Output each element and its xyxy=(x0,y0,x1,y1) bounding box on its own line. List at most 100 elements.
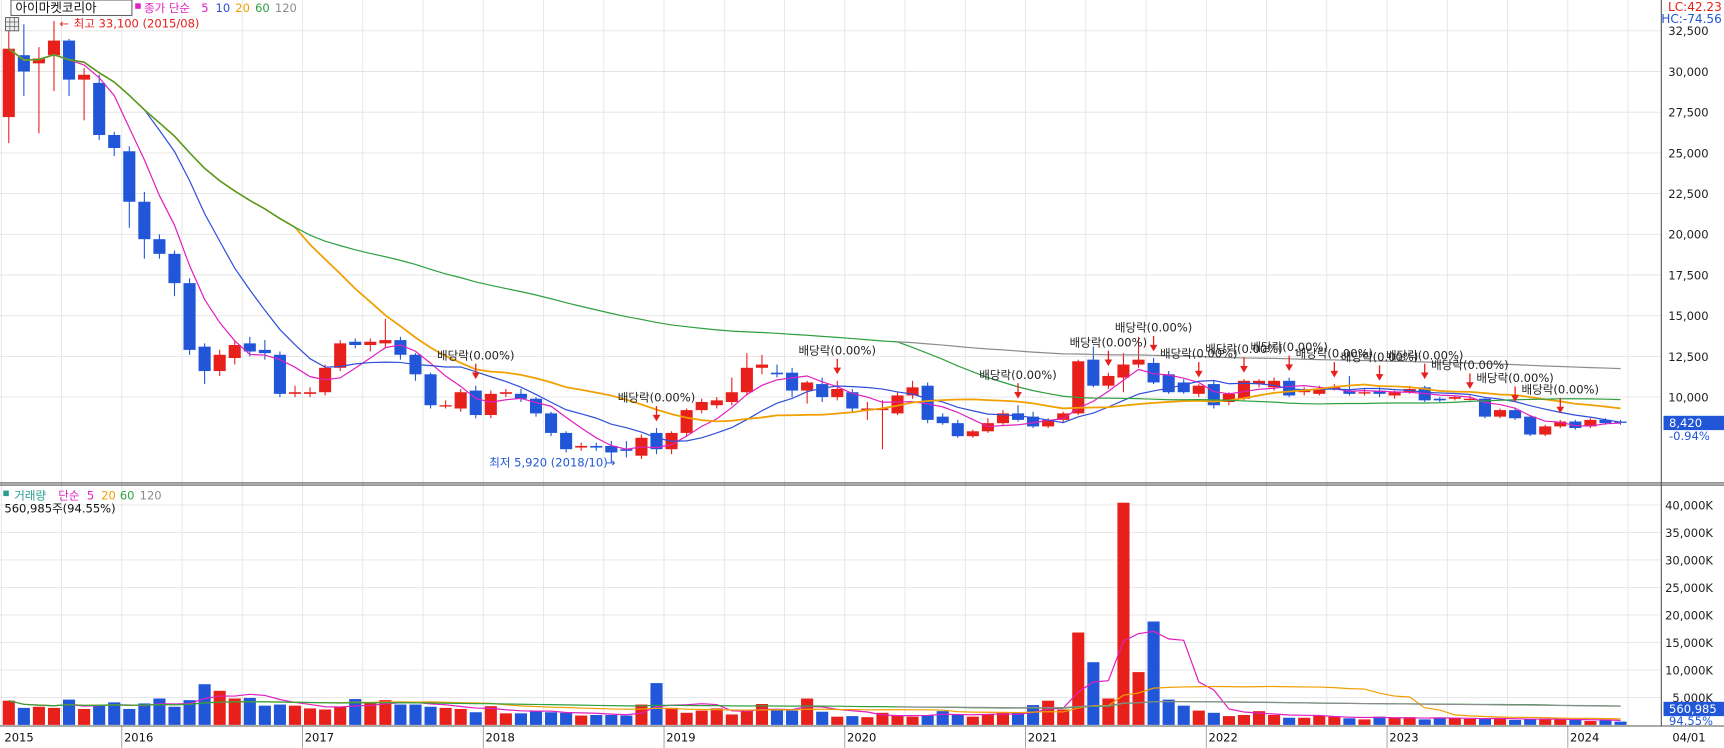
volume-bar xyxy=(1162,699,1175,725)
year-label: 2015 xyxy=(4,730,33,744)
candle-body xyxy=(1509,410,1522,419)
candle-body xyxy=(153,239,166,254)
volume-legend-ma120[interactable]: 120 xyxy=(140,488,162,502)
legend-ma20[interactable]: 20 xyxy=(235,1,250,15)
price-tick-label: 10,000 xyxy=(1668,390,1708,404)
candle-body xyxy=(1237,380,1251,399)
legend-ma60[interactable]: 60 xyxy=(255,1,270,15)
volume-bar xyxy=(560,712,573,725)
hc-value: HC:-74.56 xyxy=(1661,12,1722,26)
volume-bar xyxy=(1011,712,1025,725)
ex-dividend-arrowhead xyxy=(833,367,842,375)
ma10-line xyxy=(8,48,1621,442)
ex-dividend-annotations: 배당락(0.00%)배당락(0.00%)배당락(0.00%)배당락(0.00%)… xyxy=(437,321,1599,422)
ex-dividend-arrowhead xyxy=(652,414,661,422)
price-tick-label: 12,500 xyxy=(1668,350,1708,364)
price-tick-label: 32,500 xyxy=(1668,24,1708,38)
volume-legend-simple[interactable]: 단순 xyxy=(58,488,80,502)
volume-bar xyxy=(1117,502,1130,725)
volume-bar xyxy=(665,707,678,725)
volume-bar xyxy=(469,712,482,725)
volume-tick-label: 30,000K xyxy=(1665,553,1713,567)
candle-body xyxy=(1027,416,1040,427)
volume-bar xyxy=(394,704,407,725)
volume-bar xyxy=(1268,715,1281,725)
stock-name-box[interactable] xyxy=(10,0,133,16)
price-legend-label[interactable]: 종가 단순 xyxy=(144,1,190,15)
low-annotation-text: 최저 5,920 (2018/10) xyxy=(489,455,607,469)
ex-dividend-label: 배당락(0.00%) xyxy=(979,368,1056,382)
candle-body xyxy=(1524,416,1537,435)
volume-bar xyxy=(1252,711,1266,725)
legend-ma120[interactable]: 120 xyxy=(275,1,297,15)
ex-dividend-label: 배당락(0.00%) xyxy=(1341,350,1418,364)
volume-bar xyxy=(1328,716,1341,725)
volume-bar xyxy=(996,712,1010,725)
volume-ma-lines xyxy=(8,630,1621,721)
volume-bar xyxy=(1373,716,1386,725)
volume-bar xyxy=(1042,700,1055,725)
candle-body xyxy=(1448,397,1461,399)
candle-body xyxy=(951,423,964,437)
volume-ma5-line xyxy=(8,630,1621,721)
volume-tick-label: 35,000K xyxy=(1665,526,1713,540)
volume-bar xyxy=(1614,721,1627,725)
volume-bar xyxy=(1493,718,1507,725)
volume-bar xyxy=(921,715,934,725)
candle-body xyxy=(1343,390,1356,394)
volume-legend-ma60[interactable]: 60 xyxy=(120,488,135,502)
candle-body xyxy=(168,253,181,284)
stock-name: 아이마켓코리아 xyxy=(15,0,97,15)
candle-body xyxy=(816,384,829,398)
volume-bar xyxy=(710,708,723,725)
candle-body xyxy=(770,372,784,375)
volume-ma120-line xyxy=(897,701,1621,709)
grid-icon[interactable] xyxy=(5,17,20,32)
price-tick-label: 30,000 xyxy=(1668,65,1708,79)
last-volume-pct: 94.55% xyxy=(1669,714,1713,728)
ex-dividend-arrowhead xyxy=(1511,395,1519,402)
volume-legend-ma5[interactable]: 5 xyxy=(87,488,94,502)
candle-body xyxy=(921,385,934,420)
candle-body xyxy=(1569,421,1582,429)
volume-legend-label[interactable]: 거래량 xyxy=(14,488,46,502)
candle-body xyxy=(243,343,256,352)
volume-bar xyxy=(138,703,151,725)
last-volume-box xyxy=(1663,701,1724,717)
volume-bar xyxy=(424,706,437,725)
volume-bar xyxy=(650,683,663,725)
volume-bar xyxy=(78,708,91,725)
volume-bar xyxy=(1343,718,1356,725)
volume-bar xyxy=(1087,662,1100,725)
volume-bar xyxy=(966,716,979,725)
volume-bar xyxy=(2,700,15,725)
candle-body xyxy=(1147,362,1160,383)
volume-bar xyxy=(1569,719,1582,725)
candle-body xyxy=(183,283,196,350)
volume-bar xyxy=(861,717,874,725)
price-tick-label: 22,500 xyxy=(1668,187,1708,201)
ex-dividend-label: 배당락(0.00%) xyxy=(1431,358,1508,372)
lc-value: LC:42.23 xyxy=(1668,0,1722,14)
candle-body xyxy=(1388,392,1401,396)
legend-ma10[interactable]: 10 xyxy=(216,1,231,15)
volume-bar xyxy=(1313,715,1326,725)
volume-bar xyxy=(1403,717,1416,725)
volume-legend-ma20[interactable]: 20 xyxy=(101,488,116,502)
last-price-box xyxy=(1663,415,1724,431)
candle-body xyxy=(710,400,723,406)
candle-body xyxy=(2,48,15,118)
volume-bar xyxy=(93,705,106,725)
candle-body xyxy=(1463,398,1476,401)
ex-dividend-arrowhead xyxy=(1104,359,1113,367)
volume-bar xyxy=(514,713,527,725)
volume-bar xyxy=(1298,717,1311,725)
legend-ma5[interactable]: 5 xyxy=(201,1,208,15)
volume-bar xyxy=(1207,712,1220,725)
candle-body xyxy=(273,354,286,394)
ex-dividend-arrowhead xyxy=(1375,374,1384,381)
volume-bar xyxy=(620,715,633,725)
volume-bar xyxy=(906,716,919,725)
